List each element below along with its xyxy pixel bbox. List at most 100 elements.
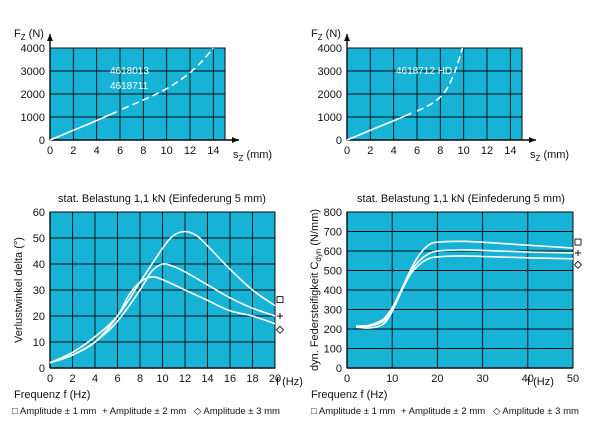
x-axis-label: Frequenz f (Hz) [14, 389, 90, 401]
y-axis-label: FZ (N) [14, 28, 44, 42]
x-tick-label: 50 [567, 373, 579, 385]
y-tick-label: 3000 [21, 66, 45, 78]
x-tick-label: 0 [47, 145, 53, 157]
legend-2: □ Amplitude ± 1 mm + Amplitude ± 2 mm ◇ Am… [311, 406, 579, 417]
x-tick-label: 2 [69, 373, 75, 385]
x-tick-label: 2 [70, 145, 76, 157]
y-tick-label: 4000 [21, 43, 45, 55]
chart-title: stat. Belastung 1,1 kN (Einfederung 5 mm… [357, 193, 565, 205]
x-axis-label: sZ (mm) [530, 149, 569, 163]
y-tick-label: 800 [324, 207, 342, 219]
y-axis-label: FZ (N) [311, 28, 341, 42]
y-tick-label: 0 [39, 363, 45, 375]
y-tick-label: 700 [324, 227, 342, 239]
x-tick-label: 4 [94, 145, 100, 157]
y-tick-label: 1000 [318, 112, 342, 124]
y-tick-label: 100 [324, 344, 342, 356]
y-axis-label: dyn. Federsteifigkeit Cdyn (N/mm) [309, 209, 323, 371]
x-axis-unit-label: f (Hz) [276, 376, 303, 388]
y-tick-label: 500 [324, 266, 342, 278]
y-tick-label: 0 [336, 135, 342, 147]
x-tick-label: 20 [431, 373, 443, 385]
x-tick-label: 16 [224, 373, 236, 385]
x-axis-label: Frequenz f (Hz) [311, 389, 387, 401]
x-tick-label: 6 [114, 373, 120, 385]
legend-1: □ Amplitude ± 1 mm + Amplitude ± 2 mm ◇ Am… [12, 406, 280, 417]
x-tick-label: 6 [117, 145, 123, 157]
y-tick-label: 50 [33, 233, 45, 245]
x-tick-label: 0 [47, 373, 53, 385]
x-tick-label: 10 [386, 373, 398, 385]
y-tick-label: 4000 [318, 43, 342, 55]
chart-panel-4: 0 10 20 30 40 500100200300400500600700800stat… [309, 193, 583, 401]
x-tick-label: 14 [504, 145, 516, 157]
series-marker-square [574, 238, 582, 246]
x-tick-label: 14 [207, 145, 219, 157]
x-tick-label: 30 [476, 373, 488, 385]
series-line-2 [416, 47, 464, 112]
x-tick-label: 2 [367, 145, 373, 157]
series-marker-diamond [573, 260, 583, 269]
x-tick-label: 0 [344, 145, 350, 157]
y-tick-label: 2000 [318, 89, 342, 101]
x-tick-label: 40 [522, 373, 534, 385]
x-tick-label: 6 [414, 145, 420, 157]
series-line-2 [121, 47, 214, 110]
legend-item: + Amplitude ± 2 mm [102, 406, 186, 417]
series-line-1 [346, 112, 412, 141]
y-tick-label: 600 [324, 246, 342, 258]
curve-annotation: 4618013 [110, 66, 149, 77]
y-tick-label: 30 [33, 285, 45, 297]
legend-item: □ Amplitude ± 1 mm [12, 406, 96, 417]
x-tick-label: 8 [140, 145, 146, 157]
x-axis-arrow [529, 137, 536, 143]
y-tick-label: 300 [324, 305, 342, 317]
y-axis-arrow [47, 34, 53, 41]
series-marker-plus [575, 249, 581, 256]
y-axis-label: Verlustwinkel delta (°) [13, 237, 25, 343]
x-tick-label: 18 [246, 373, 258, 385]
y-tick-label: 40 [33, 259, 45, 271]
series-marker-square [276, 296, 284, 304]
x-tick-label: 20 [269, 373, 281, 385]
series-line-2 [355, 249, 574, 328]
y-tick-label: 0 [336, 363, 342, 375]
x-tick-label: 8 [137, 373, 143, 385]
series-line-1 [49, 111, 117, 141]
chart-panel-3: 0 2 4 6 8 10 12 14 16 18 20 0 10 20 30 40 50 60 stat. Bela… [13, 193, 303, 401]
curve-annotation: 4618712 HD [396, 66, 452, 77]
y-tick-label: 2000 [21, 89, 45, 101]
legend-item: ◇ Amplitude ± 3 mm [194, 406, 280, 417]
x-axis-arrow [232, 137, 239, 143]
x-tick-label: 12 [184, 145, 196, 157]
y-tick-label: 60 [33, 207, 45, 219]
series-marker-diamond [275, 325, 285, 334]
x-tick-label: 12 [481, 145, 493, 157]
x-axis-label: sZ (mm) [233, 149, 272, 163]
y-tick-label: 200 [324, 324, 342, 336]
series-line-3 [49, 276, 276, 364]
y-axis-arrow [344, 34, 350, 41]
x-tick-label: 10 [458, 145, 470, 157]
y-tick-label: 0 [39, 135, 45, 147]
legend-item: ◇ Amplitude ± 3 mm [493, 406, 579, 417]
x-tick-label: 10 [156, 373, 168, 385]
x-tick-label: 10 [161, 145, 173, 157]
x-tick-label: 4 [92, 373, 98, 385]
series-marker-plus [277, 313, 283, 319]
x-tick-label: 4 [391, 145, 397, 157]
y-tick-label: 400 [324, 285, 342, 297]
series-line-3 [355, 255, 574, 329]
x-tick-label: 14 [201, 373, 213, 385]
series-line-1 [355, 240, 574, 327]
y-tick-label: 10 [33, 337, 45, 349]
x-tick-label: 12 [179, 373, 191, 385]
curve-annotation: 4618711 [110, 81, 149, 92]
legend-item: □ Amplitude ± 1 mm [311, 406, 395, 417]
chart-title: stat. Belastung 1,1 kN (Einfederung 5 mm… [58, 193, 266, 205]
x-tick-label: 0 [344, 373, 350, 385]
x-tick-label: 8 [437, 145, 443, 157]
